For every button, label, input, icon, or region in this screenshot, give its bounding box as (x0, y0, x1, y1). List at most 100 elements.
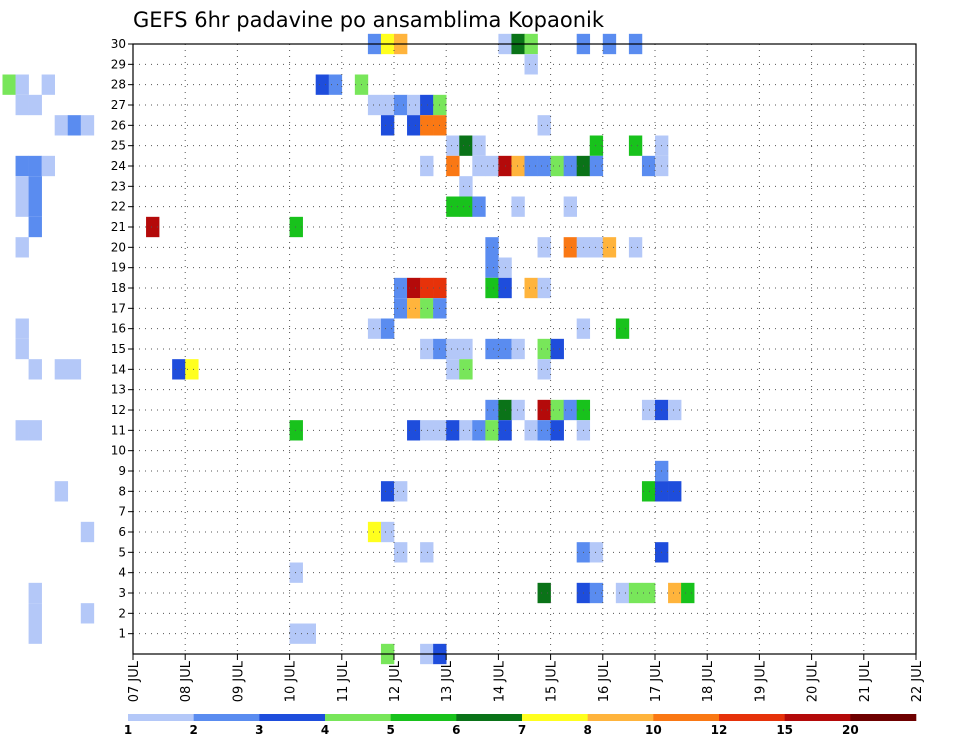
y-tick-label: 2 (118, 606, 126, 620)
heatmap-cell (15, 420, 29, 441)
heatmap-cell (641, 481, 656, 502)
heatmap-cell (537, 115, 551, 136)
heatmap-cell (28, 155, 42, 177)
heatmap-cell (446, 196, 460, 217)
chart-title: GEFS 6hr padavine po ansamblima Kopaonik (133, 8, 605, 32)
heatmap-cell (28, 94, 42, 116)
colorbar-segment (850, 714, 917, 721)
x-tick-label: 07 JUL (127, 660, 142, 702)
colorbar-label: 6 (452, 723, 460, 737)
heatmap-cell (668, 399, 682, 421)
heatmap-cell (550, 420, 564, 441)
heatmap-cell (459, 135, 473, 156)
heatmap-cell (550, 399, 564, 421)
heatmap-cell (367, 94, 382, 116)
heatmap-cell (28, 420, 42, 441)
x-tick-label: 20 JUL (806, 660, 821, 702)
heatmap-cell (589, 155, 604, 177)
heatmap-cell (328, 74, 343, 95)
heatmap-cell (459, 338, 473, 360)
heatmap-cell (380, 521, 395, 543)
heatmap-cell (420, 298, 434, 319)
x-tick-label: 10 JUL (284, 660, 299, 702)
y-tick-label: 21 (111, 220, 126, 234)
heatmap-cell (15, 338, 29, 360)
colorbar-label: 4 (321, 723, 329, 737)
heatmap-cell (407, 298, 421, 319)
heatmap-cell (589, 542, 604, 563)
y-tick-label: 20 (111, 240, 126, 254)
heatmap-cell (485, 237, 499, 258)
heatmap-cell (485, 399, 499, 421)
heatmap-cell (367, 318, 382, 339)
heatmap-cell (511, 155, 525, 177)
heatmap-cell (289, 562, 303, 583)
heatmap-cell (472, 420, 486, 441)
heatmap-cell (394, 481, 408, 502)
colorbar-label: 10 (645, 723, 662, 737)
y-tick-label: 22 (111, 200, 126, 214)
heatmap-cell (524, 420, 538, 441)
y-tick-label: 19 (111, 261, 126, 275)
heatmap-cell (563, 155, 577, 177)
y-tick-label: 11 (111, 423, 126, 437)
y-tick-label: 23 (111, 179, 126, 193)
heatmap-cell (15, 196, 29, 217)
y-tick-label: 3 (118, 586, 126, 600)
y-tick-label: 29 (111, 57, 126, 71)
heatmap-cell (537, 582, 551, 604)
heatmap-cell (537, 399, 551, 421)
heatmap-cell (54, 481, 69, 502)
heatmap-cell (407, 420, 421, 441)
colorbar-label: 15 (776, 723, 793, 737)
x-tick-label: 09 JUL (231, 660, 246, 702)
heatmap-cell (420, 115, 434, 136)
heatmap-cell (420, 277, 434, 299)
heatmap-cell (289, 623, 303, 644)
heatmap-cell (485, 277, 499, 299)
colorbar-label: 20 (842, 723, 859, 737)
colorbar-segment (784, 714, 851, 721)
x-tick-label: 18 JUL (701, 660, 716, 702)
heatmap-cell (524, 54, 538, 75)
heatmap-cell (485, 257, 499, 278)
x-tick-label: 19 JUL (753, 660, 768, 702)
heatmap-cell (15, 176, 29, 197)
heatmap-cell (589, 582, 604, 604)
heatmap-cell (615, 582, 630, 604)
y-tick-label: 12 (111, 403, 126, 417)
heatmap-cell (394, 94, 408, 116)
y-tick-label: 5 (118, 545, 126, 559)
colorbar-segment (128, 714, 194, 721)
heatmap-cell (172, 359, 186, 380)
colorbar-segment (719, 714, 785, 721)
x-tick-label: 15 JUL (545, 660, 560, 702)
x-tick-label: 13 JUL (440, 660, 455, 702)
heatmap-cell (420, 420, 434, 441)
heatmap-cell (524, 277, 538, 299)
heatmap-cell (537, 277, 551, 299)
heatmap-cell (459, 359, 473, 380)
x-tick-label: 22 JUL (910, 660, 925, 702)
heatmap-cell (302, 623, 316, 644)
colorbar-segment (587, 714, 654, 721)
heatmap-cell (380, 318, 395, 339)
y-axis-ticks: 1234567891011121314151617181920212223242… (111, 37, 133, 641)
heatmap-cell (472, 196, 486, 217)
x-axis-ticks: 07 JUL 08 JUL 09 JUL 10 JUL 11 JUL 12 JUL 13 J… (127, 654, 925, 702)
y-tick-label: 6 (118, 525, 126, 539)
y-tick-label: 18 (111, 281, 126, 295)
x-tick-label: 14 JUL (492, 660, 507, 702)
heatmap-cell (589, 237, 604, 258)
heatmap-cell (367, 521, 382, 543)
heatmap-cell (28, 359, 42, 380)
heatmap-cell (15, 318, 29, 339)
heatmap-cell (15, 74, 29, 95)
heatmap-cell (28, 196, 42, 217)
heatmap-cell (459, 176, 473, 197)
heatmap-cell (615, 318, 630, 339)
heatmap-cell (681, 582, 695, 604)
heatmap-cell (485, 338, 499, 360)
colorbar-segment (653, 714, 720, 721)
heatmap-cell (315, 74, 330, 95)
